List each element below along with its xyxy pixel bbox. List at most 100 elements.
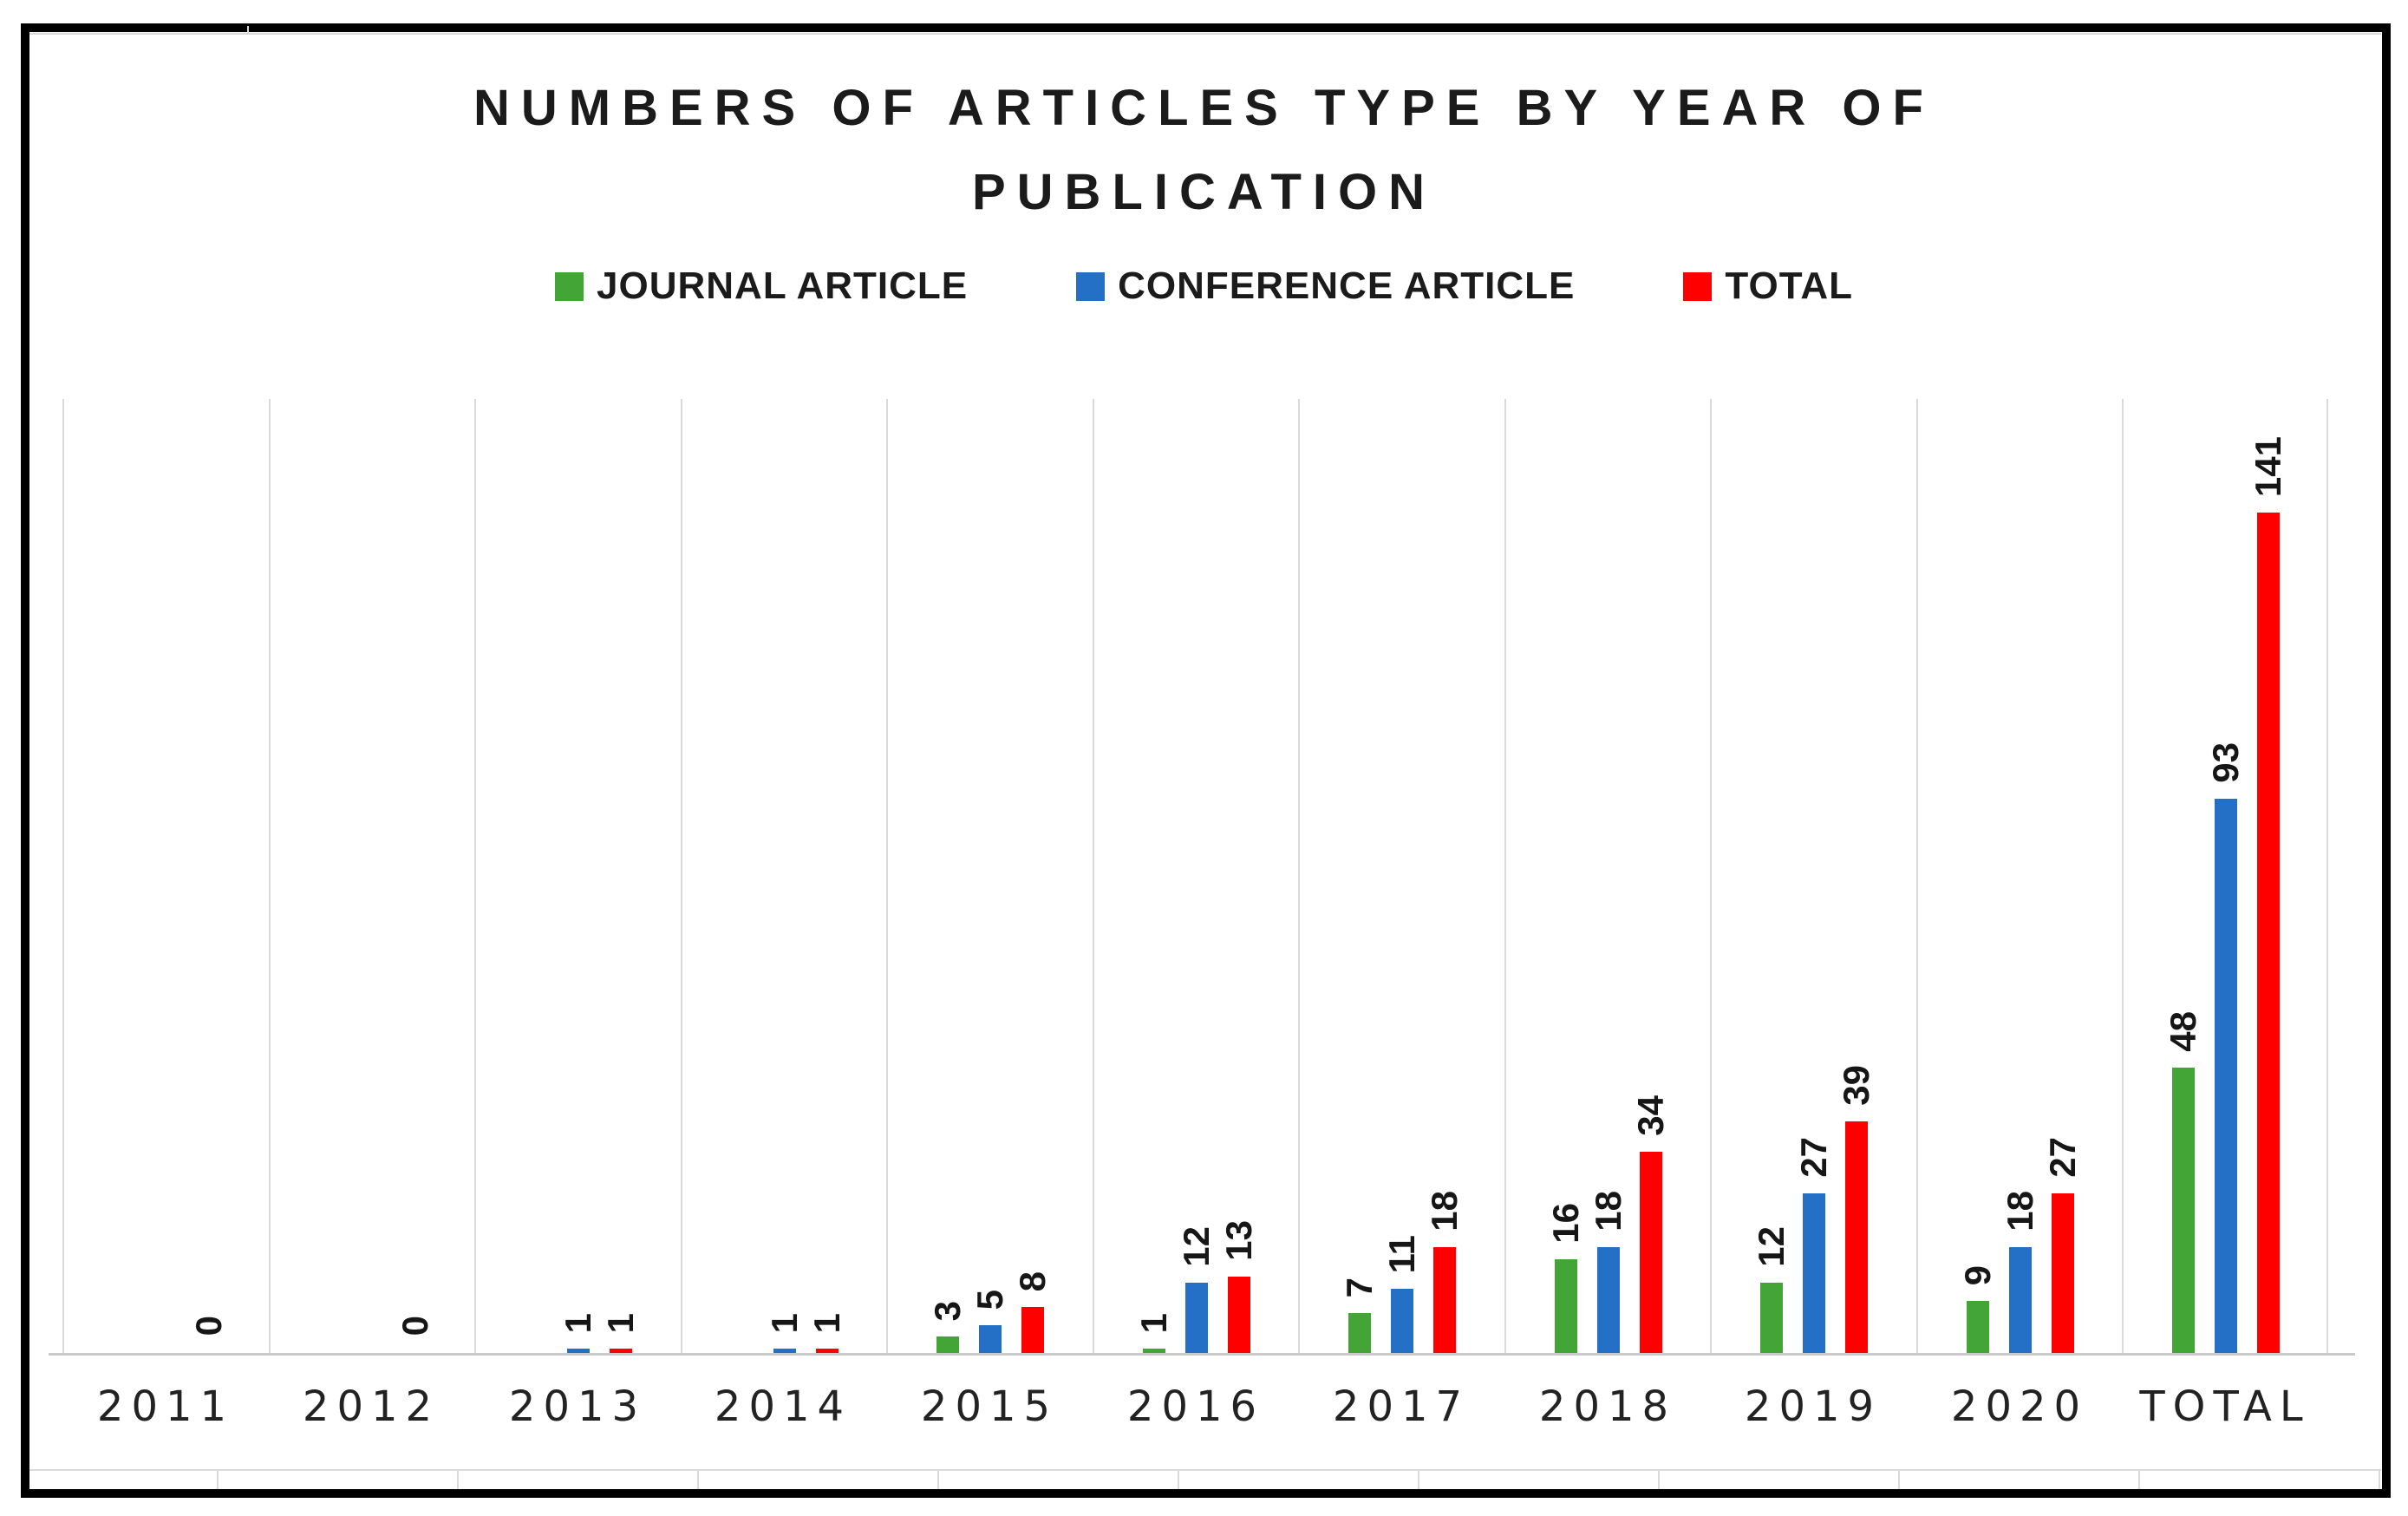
bar-total [1228, 1277, 1250, 1355]
bar-journal-article [1143, 1349, 1165, 1355]
bar-total [1021, 1307, 1044, 1355]
bar-conference-article [1803, 1193, 1825, 1355]
bar-value-label-zero: 0 [395, 1315, 435, 1336]
bar-value-label: 141 [2248, 435, 2288, 497]
category-gridline [2122, 399, 2124, 1355]
bar-total [1845, 1121, 1868, 1355]
category-gridline [2326, 399, 2328, 1355]
bar-conference-article [1391, 1289, 1413, 1355]
bottom-sheet-tick [2379, 1469, 2380, 1489]
bar-value-label: 39 [1836, 1065, 1876, 1106]
bar-value-label: 27 [2042, 1137, 2083, 1178]
x-axis-label: TOTAL [2139, 1382, 2311, 1431]
chart-legend: JOURNAL ARTICLE CONFERENCE ARTICLE TOTAL [0, 265, 2408, 308]
bar-value-label: 1 [600, 1312, 641, 1333]
legend-item: JOURNAL ARTICLE [555, 265, 968, 308]
bar-value-label: 7 [1339, 1277, 1380, 1297]
bar-journal-article [1555, 1259, 1577, 1355]
bar-value-label: 1 [806, 1312, 847, 1333]
legend-item: CONFERENCE ARTICLE [1076, 265, 1575, 308]
bar-value-label: 16 [1545, 1203, 1586, 1244]
bar-value-label: 48 [2163, 1011, 2203, 1052]
legend-label: CONFERENCE ARTICLE [1118, 265, 1576, 307]
bar-value-label: 93 [2205, 742, 2246, 783]
category-gridline [269, 399, 271, 1355]
x-axis-label: 2015 [920, 1382, 1059, 1431]
x-axis-label: 2014 [714, 1382, 852, 1431]
bar-value-label: 1 [764, 1312, 805, 1333]
x-axis-label: 2011 [96, 1382, 235, 1431]
bar-value-label: 27 [1793, 1137, 1834, 1178]
legend-item: TOTAL [1683, 265, 1853, 308]
plot-area: 0 0 1 1 1 1 3 5 8 1 12 13 7 11 18 16 18 34 12 27 39 9 18 27 48 93… [62, 399, 2328, 1355]
category-gridline [1504, 399, 1506, 1355]
bar-conference-article [567, 1349, 590, 1355]
bottom-sheet-tick [2138, 1469, 2140, 1489]
bar-journal-article [936, 1336, 959, 1355]
bar-total [1433, 1247, 1456, 1355]
category-gridline [886, 399, 888, 1355]
bottom-sheet-tick [217, 1469, 219, 1489]
bar-conference-article [1597, 1247, 1620, 1355]
bar-total [1640, 1152, 1662, 1355]
x-axis-label: 2017 [1332, 1382, 1471, 1431]
legend-swatch-icon [555, 271, 584, 301]
legend-swatch-icon [1683, 271, 1713, 301]
bar-value-label: 5 [969, 1289, 1010, 1310]
bar-journal-article [1967, 1301, 1989, 1355]
bar-value-label: 9 [1957, 1264, 1998, 1285]
bar-conference-article [773, 1349, 796, 1355]
bar-total [816, 1349, 839, 1355]
figure-border-frame [21, 23, 2391, 1498]
bar-value-label: 12 [1176, 1226, 1217, 1267]
bar-value-label: 34 [1630, 1095, 1671, 1136]
bar-value-label: 8 [1012, 1271, 1053, 1291]
bar-value-label: 1 [1133, 1312, 1174, 1333]
x-axis-label: 2016 [1126, 1382, 1265, 1431]
x-axis-label: 2013 [508, 1382, 647, 1431]
x-axis-label: 2018 [1538, 1382, 1677, 1431]
bar-value-label: 18 [1588, 1191, 1628, 1232]
x-axis-label: 2019 [1744, 1382, 1883, 1431]
bottom-sheet-tick [1418, 1469, 1419, 1489]
top-sheet-tick [247, 26, 249, 33]
legend-swatch-icon [1076, 271, 1106, 301]
bottom-sheet-tick [457, 1469, 459, 1489]
bar-total [2257, 513, 2280, 1355]
bar-journal-article [1348, 1313, 1371, 1355]
chart-title: NUMBERS OF ARTICLES TYPE BY YEAR OF PUBL… [0, 66, 2408, 234]
chart-title-line1: NUMBERS OF ARTICLES TYPE BY YEAR OF [473, 80, 1935, 136]
bar-value-label: 18 [2000, 1191, 2040, 1232]
bar-journal-article [2172, 1068, 2195, 1355]
x-axis-label: 2012 [302, 1382, 440, 1431]
bottom-sheet-line [29, 1469, 2381, 1471]
bar-conference-article [979, 1325, 1002, 1355]
bar-conference-article [2009, 1247, 2032, 1355]
chart-title-line2: PUBLICATION [971, 164, 1436, 220]
category-gridline [1093, 399, 1094, 1355]
category-gridline [681, 399, 682, 1355]
bottom-sheet-tick [937, 1469, 939, 1489]
category-gridline [1916, 399, 1918, 1355]
bar-value-label: 1 [558, 1312, 598, 1333]
bar-value-label: 18 [1424, 1191, 1465, 1232]
bar-journal-article [1760, 1283, 1783, 1355]
bar-value-label: 11 [1381, 1234, 1422, 1273]
category-gridline [474, 399, 476, 1355]
bottom-sheet-tick [1178, 1469, 1179, 1489]
legend-label: TOTAL [1725, 265, 1853, 307]
legend-label: JOURNAL ARTICLE [597, 265, 969, 307]
category-gridline [1710, 399, 1712, 1355]
bar-value-label: 12 [1751, 1226, 1791, 1267]
top-sheet-line [29, 33, 2381, 35]
x-axis-label: 2020 [1950, 1382, 2089, 1431]
bottom-sheet-tick [1658, 1469, 1660, 1489]
bottom-sheet-tick [1898, 1469, 1900, 1489]
bar-value-label-zero: 0 [188, 1315, 229, 1336]
bottom-sheet-tick [697, 1469, 699, 1489]
bar-conference-article [1185, 1283, 1208, 1355]
x-axis-line [49, 1353, 2355, 1356]
bar-total [610, 1349, 632, 1355]
bar-value-label: 3 [927, 1300, 968, 1321]
